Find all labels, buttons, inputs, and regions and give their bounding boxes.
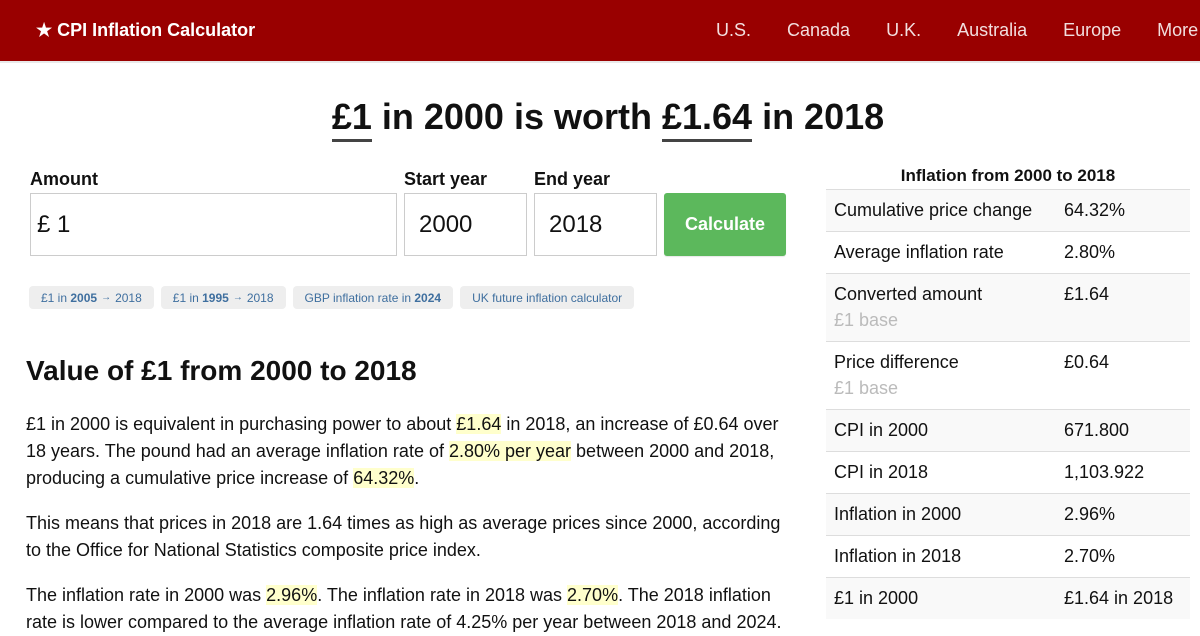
row-value: £0.64 [1064, 352, 1110, 372]
table-row: Average inflation rate 2.80% [826, 231, 1190, 273]
start-year-label: Start year [404, 169, 488, 189]
row-label: £1 in 2000 [834, 588, 919, 608]
headline-tail: in 2018 [752, 96, 885, 137]
chip-text: GBP inflation rate in [304, 290, 415, 305]
rates-paragraph: The inflation rate in 2000 was 2.96%. Th… [26, 582, 796, 636]
text: The inflation rate in 2000 was [26, 585, 267, 605]
end-year-input[interactable]: 2018 [534, 193, 657, 256]
row-label: CPI in 2000 [834, 420, 929, 440]
row-value: 64.32% [1064, 200, 1126, 220]
chip-text: £1 in [41, 290, 71, 305]
text: . The inflation rate in 2018 was [317, 585, 568, 605]
row-value: £1.64 in 2018 [1064, 588, 1174, 608]
table-title: Inflation from 2000 to 2018 [900, 166, 1116, 185]
nav-link-more[interactable]: More [1157, 20, 1199, 40]
start-year-input[interactable]: 2000 [404, 193, 527, 256]
brand-link[interactable]: ★ CPI Inflation Calculator [36, 20, 256, 40]
headline-result: £1.64 [661, 96, 753, 142]
nav-link-us[interactable]: U.S. [716, 20, 752, 40]
row-value: 2.70% [1064, 546, 1116, 566]
table-row: Converted amount £1 base £1.64 [826, 273, 1190, 341]
row-value: 2.80% [1064, 242, 1116, 262]
row-value: £1.64 [1064, 284, 1110, 304]
table-row: £1 in 2000 £1.64 in 2018 [826, 577, 1190, 619]
chip-1995-to-2018[interactable]: £1 in 1995 → 2018 [160, 286, 286, 309]
chip-text: 2018 [115, 290, 142, 305]
text: . The 2018 inflation rate is lower compa… [26, 585, 782, 632]
amount-label: Amount [30, 169, 98, 189]
table-row: CPI in 2000 671.800 [826, 409, 1190, 451]
row-label: CPI in 2018 [834, 462, 929, 482]
text: between 2000 and 2018, producing a cumul… [26, 441, 775, 488]
top-navbar: ★ CPI Inflation Calculator U.S. Canada U… [0, 0, 1200, 63]
calculate-button[interactable]: Calculate [664, 193, 786, 256]
table-row: Inflation in 2000 2.96% [826, 493, 1190, 535]
chip-2005-to-2018[interactable]: £1 in 2005 → 2018 [29, 286, 154, 309]
end-year-label: End year [534, 169, 611, 189]
nav-link-uk[interactable]: U.K. [886, 20, 922, 40]
nav-links: U.S. Canada U.K. Australia Europe More [716, 20, 1198, 41]
row-label: Average inflation rate [834, 242, 1004, 262]
row-sublabel: £1 base [834, 378, 899, 398]
highlight-cumulative: 64.32% [353, 468, 415, 488]
chip-uk-future-calculator[interactable]: UK future inflation calculator [460, 286, 635, 309]
row-value: 671.800 [1064, 420, 1130, 440]
text: in 2018, an increase of £0.64 over 18 ye… [26, 414, 779, 461]
row-label: Converted amount [834, 284, 983, 304]
text: . [414, 468, 420, 488]
nav-link-australia[interactable]: Australia [957, 20, 1028, 40]
arrow-right-icon: → [101, 292, 112, 303]
headline-mid: in 2000 is worth [371, 96, 662, 137]
chip-year: 1995 [202, 290, 229, 305]
explanation-paragraph: This means that prices in 2018 are 1.64 … [26, 513, 781, 560]
chip-text: 2018 [246, 290, 274, 305]
page-title: £1 in 2000 is worth £1.64 in 2018 [0, 96, 1200, 142]
row-value: 1,103.922 [1064, 462, 1145, 482]
row-label: Inflation in 2000 [834, 504, 962, 524]
section-heading: Value of £1 from 2000 to 2018 [26, 355, 417, 386]
table-row: Inflation in 2018 2.70% [826, 535, 1190, 577]
row-sublabel: £1 base [834, 310, 899, 330]
nav-link-canada[interactable]: Canada [787, 20, 851, 40]
table-row: Cumulative price change 64.32% [826, 189, 1190, 231]
inflation-summary-table: Inflation from 2000 to 2018 Cumulative p… [826, 160, 1190, 619]
highlight-avg-rate: 2.80% per year [448, 441, 572, 461]
row-label: Price difference [834, 352, 959, 372]
related-links: £1 in 2005 → 2018 £1 in 1995 → 2018 GBP infl… [29, 286, 641, 309]
nav-link-europe[interactable]: Europe [1063, 20, 1122, 40]
row-value: 2.96% [1064, 504, 1116, 524]
highlight-rate-2018: 2.70% [567, 585, 619, 605]
row-label: Cumulative price change [834, 200, 1033, 220]
table-row: Price difference £1 base £0.64 [826, 341, 1190, 409]
summary-paragraph: £1 in 2000 is equivalent in purchasing p… [26, 411, 796, 492]
text: £1 in 2000 is equivalent in purchasing p… [26, 414, 457, 434]
table-row: CPI in 2018 1,103.922 [826, 451, 1190, 493]
chip-text: £1 in [172, 290, 203, 305]
highlight-converted: £1.64 [456, 414, 502, 434]
chip-year: 2005 [70, 290, 98, 305]
arrow-right-icon: → [232, 292, 243, 303]
chip-gbp-inflation-2024[interactable]: GBP inflation rate in 2024 [292, 286, 454, 309]
chip-text: UK future inflation calculator [472, 290, 623, 305]
row-label: Inflation in 2018 [834, 546, 962, 566]
chip-year: 2024 [414, 290, 442, 305]
amount-input[interactable]: £ 1 [30, 193, 397, 256]
highlight-rate-2000: 2.96% [266, 585, 318, 605]
headline-amount: £1 [331, 96, 372, 142]
